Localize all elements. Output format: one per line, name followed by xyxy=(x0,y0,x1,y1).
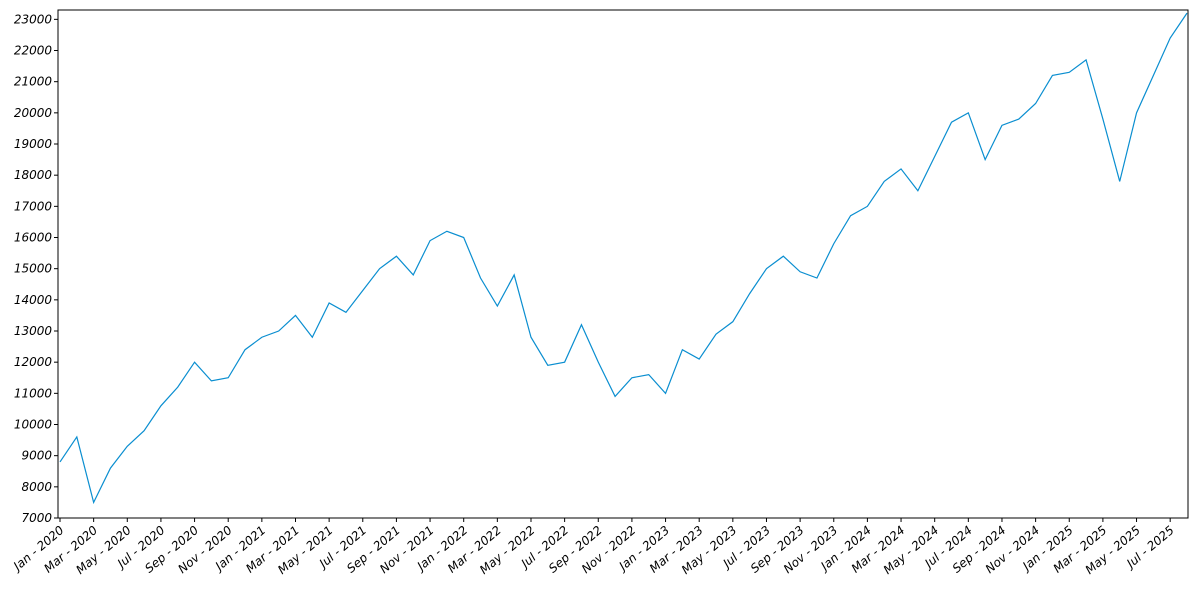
y-tick-label: 13000 xyxy=(14,324,53,338)
y-tick-label: 21000 xyxy=(14,75,53,89)
y-tick-label: 15000 xyxy=(14,262,53,276)
y-tick-label: 12000 xyxy=(14,355,53,369)
y-tick-label: 8000 xyxy=(21,480,52,494)
data-line xyxy=(59,12,1188,505)
y-tick-label: 18000 xyxy=(14,168,53,182)
y-tick-label: 22000 xyxy=(14,44,53,58)
y-tick-label: 19000 xyxy=(14,137,53,151)
plot-frame xyxy=(57,9,1189,519)
y-tick-label: 20000 xyxy=(14,106,53,120)
y-tick-label: 11000 xyxy=(14,386,53,400)
y-tick-label: 14000 xyxy=(14,293,53,307)
y-tick-label: 17000 xyxy=(14,199,53,213)
y-tick-label: 16000 xyxy=(14,231,53,245)
y-tick-label: 9000 xyxy=(21,449,52,463)
y-tick-label: 23000 xyxy=(14,12,53,26)
y-tick-label: 7000 xyxy=(21,511,52,525)
y-tick-label: 10000 xyxy=(14,418,53,432)
